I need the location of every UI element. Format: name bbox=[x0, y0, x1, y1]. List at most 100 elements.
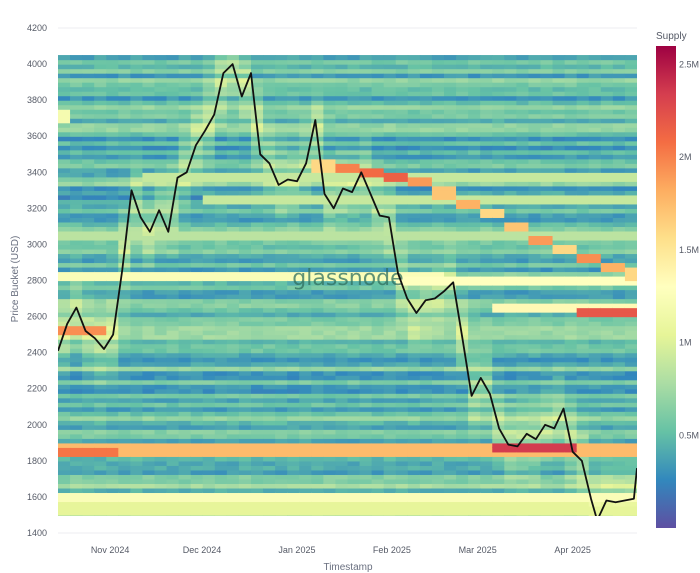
heatmap-cell bbox=[166, 451, 180, 457]
heatmap-cell bbox=[335, 109, 349, 115]
heatmap-cell bbox=[516, 510, 530, 516]
heatmap-cell bbox=[202, 348, 216, 354]
heatmap-cells bbox=[58, 55, 637, 524]
heatmap-cell bbox=[504, 348, 517, 354]
heatmap-cell bbox=[226, 406, 240, 412]
heatmap-cell bbox=[456, 325, 469, 331]
heatmap-cell bbox=[58, 226, 71, 232]
heatmap-cell bbox=[576, 442, 590, 448]
heatmap-cell bbox=[492, 406, 505, 412]
heatmap-cell bbox=[335, 510, 349, 516]
heatmap-cell bbox=[371, 433, 385, 439]
heatmap-cell bbox=[275, 253, 288, 259]
heatmap-cell bbox=[70, 154, 83, 160]
heatmap-cell bbox=[214, 496, 228, 503]
heatmap-cell bbox=[251, 348, 264, 354]
heatmap-cell bbox=[395, 122, 409, 128]
heatmap-cell bbox=[238, 316, 252, 322]
heatmap-cell bbox=[504, 456, 517, 462]
heatmap-cell bbox=[94, 163, 107, 169]
heatmap-cell bbox=[419, 456, 433, 462]
heatmap-cell bbox=[516, 217, 530, 223]
heatmap-cell bbox=[214, 203, 228, 209]
heatmap-cell bbox=[419, 172, 433, 178]
heatmap-cell bbox=[202, 478, 216, 485]
heatmap-cell bbox=[601, 519, 614, 524]
heatmap-cell bbox=[383, 321, 397, 327]
heatmap-cell bbox=[504, 420, 517, 426]
heatmap-cell bbox=[142, 375, 156, 381]
heatmap-cell bbox=[58, 253, 71, 259]
heatmap-cell bbox=[564, 375, 578, 381]
heatmap-cell bbox=[166, 402, 180, 408]
heatmap-cell bbox=[576, 492, 590, 498]
heatmap-cell bbox=[130, 68, 144, 74]
heatmap-cell bbox=[468, 86, 481, 92]
heatmap-cell bbox=[275, 366, 288, 372]
heatmap-cell bbox=[456, 469, 469, 475]
heatmap-cell bbox=[492, 131, 505, 137]
heatmap-cell bbox=[576, 104, 590, 110]
heatmap-cell bbox=[82, 190, 95, 196]
heatmap-cell bbox=[395, 298, 409, 304]
heatmap-cell bbox=[311, 257, 324, 264]
heatmap-cell bbox=[82, 474, 95, 480]
heatmap-cell bbox=[383, 86, 397, 92]
heatmap-cell bbox=[142, 384, 156, 390]
heatmap-cell bbox=[178, 316, 192, 322]
heatmap-cell bbox=[202, 127, 216, 133]
heatmap-cell bbox=[444, 181, 457, 187]
heatmap-cell bbox=[504, 136, 517, 142]
heatmap-cell bbox=[166, 185, 180, 191]
heatmap-cell bbox=[347, 474, 361, 480]
heatmap-cell bbox=[576, 208, 590, 214]
heatmap-cell bbox=[480, 55, 493, 61]
heatmap-cell bbox=[226, 127, 240, 133]
heatmap-cell bbox=[94, 501, 107, 507]
heatmap-cell bbox=[106, 181, 119, 187]
heatmap-cell bbox=[299, 514, 312, 516]
heatmap-cell bbox=[275, 402, 288, 408]
heatmap-cell bbox=[444, 447, 457, 453]
heatmap-cell bbox=[335, 55, 349, 61]
heatmap-cell bbox=[395, 469, 409, 475]
heatmap-cell bbox=[588, 91, 602, 97]
heatmap-cell bbox=[251, 298, 264, 304]
heatmap-cell bbox=[202, 217, 216, 223]
heatmap-cell bbox=[202, 415, 216, 421]
heatmap-cell bbox=[190, 487, 204, 494]
heatmap-cell bbox=[480, 348, 493, 354]
heatmap-cell bbox=[552, 127, 566, 133]
heatmap-cell bbox=[419, 77, 433, 83]
heatmap-cell bbox=[504, 361, 517, 367]
heatmap-cell bbox=[82, 230, 95, 237]
heatmap-cell bbox=[154, 514, 168, 516]
heatmap-cell bbox=[335, 519, 348, 524]
heatmap-cell bbox=[383, 230, 397, 237]
heatmap-cell bbox=[335, 312, 349, 318]
heatmap-cell bbox=[444, 230, 457, 237]
heatmap-cell bbox=[118, 140, 131, 146]
heatmap-cell bbox=[94, 397, 107, 403]
heatmap-cell bbox=[287, 194, 300, 200]
heatmap-cell bbox=[431, 330, 445, 336]
heatmap-cell bbox=[576, 384, 590, 390]
heatmap-cell bbox=[540, 185, 554, 191]
heatmap-cell bbox=[468, 127, 481, 133]
heatmap-cell bbox=[480, 406, 493, 412]
heatmap-cell bbox=[540, 433, 554, 439]
heatmap-cell bbox=[106, 131, 119, 137]
heatmap-cell bbox=[70, 118, 83, 124]
heatmap-cell bbox=[166, 212, 180, 218]
heatmap-cell bbox=[407, 226, 421, 232]
heatmap-cell bbox=[528, 519, 541, 524]
heatmap-cell bbox=[166, 366, 180, 372]
heatmap-cell bbox=[540, 505, 554, 512]
heatmap-cell bbox=[468, 163, 481, 169]
heatmap-cell bbox=[214, 230, 228, 237]
heatmap-cell bbox=[238, 312, 252, 318]
heatmap-cell bbox=[600, 176, 614, 182]
heatmap-cell bbox=[492, 357, 505, 363]
heatmap-cell bbox=[118, 402, 131, 408]
heatmap-cell bbox=[226, 248, 240, 255]
